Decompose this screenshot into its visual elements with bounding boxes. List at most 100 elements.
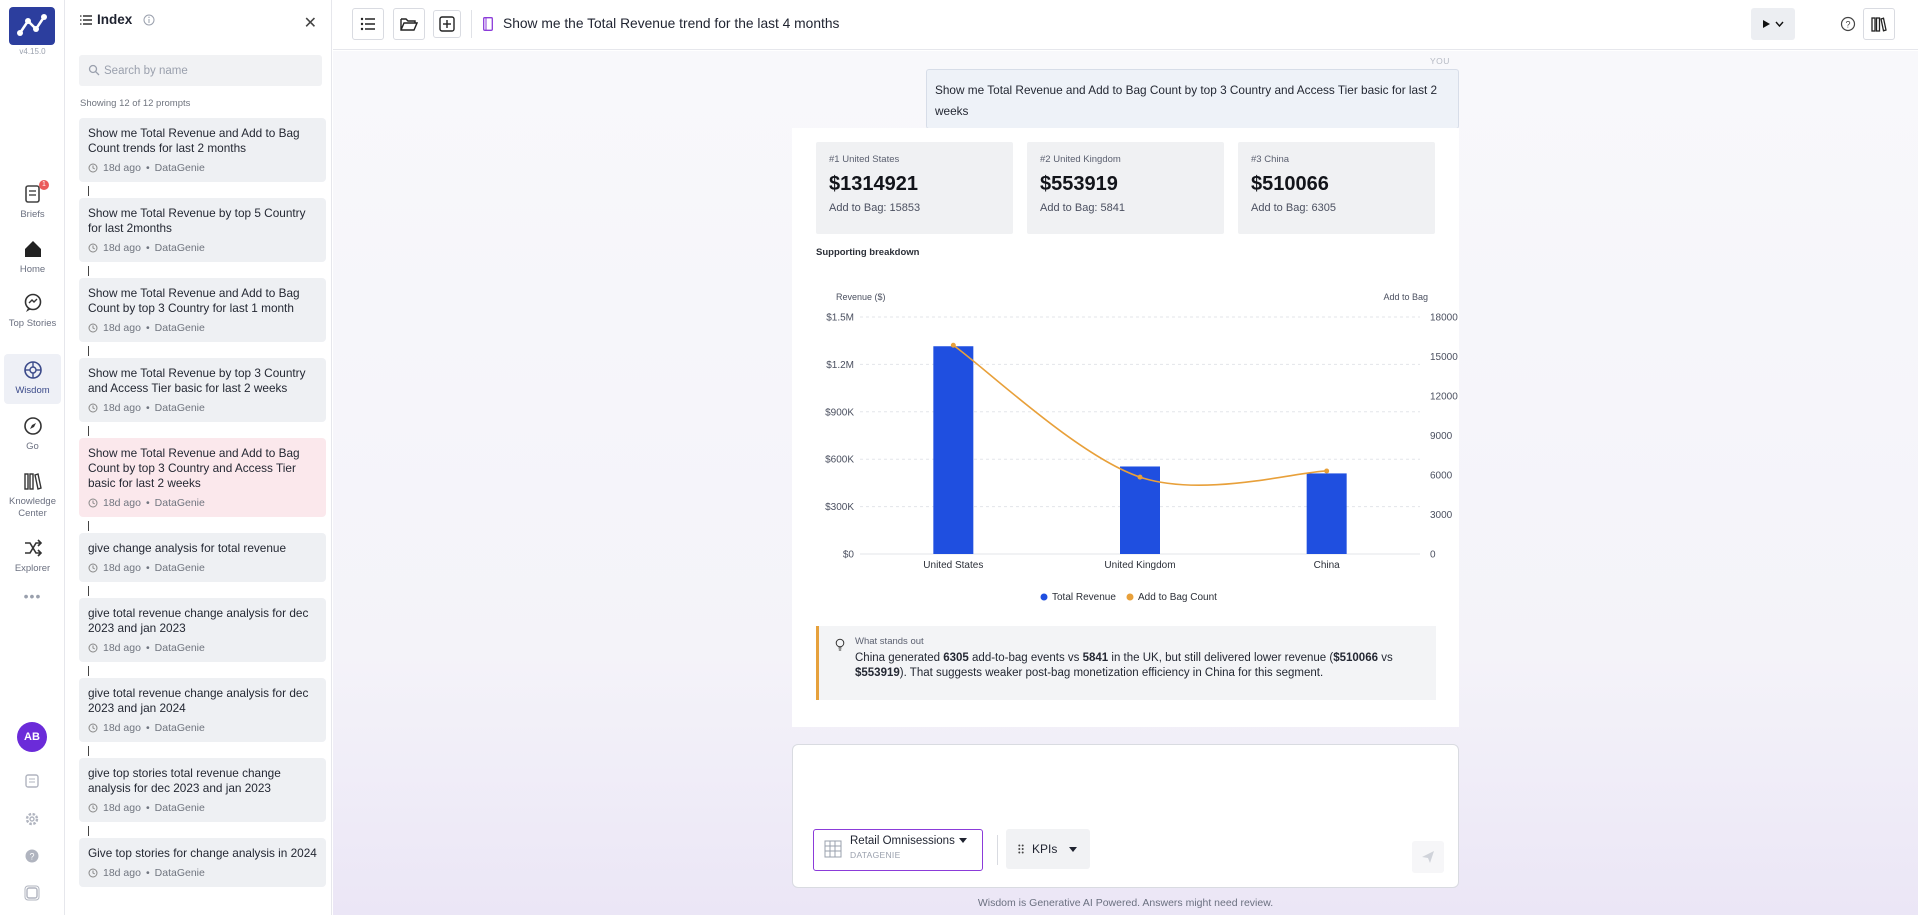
send-button[interactable]: [1412, 841, 1444, 873]
y2-tick-label: 12000: [1430, 392, 1458, 403]
meta-separator: •: [145, 562, 150, 574]
list-item[interactable]: give top stories total revenue change an…: [79, 758, 326, 836]
rail-item-knowledge-center[interactable]: Knowledge Center: [4, 470, 61, 520]
close-icon[interactable]: ✕: [303, 15, 317, 32]
history-icon: [88, 403, 98, 413]
avatar[interactable]: AB: [17, 722, 47, 752]
drag-handle-icon: [1018, 844, 1024, 854]
app-logo[interactable]: [9, 7, 55, 45]
list-icon: [80, 14, 92, 25]
prompt-source: DataGenie: [154, 497, 205, 509]
y2-tick-label: 18000: [1430, 313, 1458, 324]
list-item[interactable]: Show me Total Revenue and Add to Bag Cou…: [79, 118, 326, 196]
rail-item-explorer[interactable]: Explorer: [4, 537, 61, 575]
prompt-source: DataGenie: [154, 322, 205, 334]
rail-item-top-stories[interactable]: Top Stories: [4, 292, 61, 330]
insight-text: vs: [1378, 652, 1393, 664]
info-icon[interactable]: [143, 14, 155, 26]
send-icon: [1422, 851, 1434, 863]
frame-icon[interactable]: [24, 885, 40, 901]
prompt-meta: 18d ago • DataGenie: [88, 562, 317, 574]
prompt-source: DataGenie: [154, 162, 205, 174]
legend-marker: [1040, 593, 1048, 601]
insight-highlight: $553919: [855, 667, 900, 679]
prompt-age: 18d ago: [103, 402, 141, 414]
rail-item-label: Knowledge Center: [8, 496, 56, 519]
list-item[interactable]: give total revenue change analysis for d…: [79, 678, 326, 756]
more-icon[interactable]: •••: [23, 588, 42, 604]
prompt-text: Show me Total Revenue by top 3 Country a…: [88, 366, 306, 395]
prompt-age: 18d ago: [103, 562, 141, 574]
list-view-button[interactable]: [352, 8, 384, 40]
rail-item-label: Go: [26, 441, 39, 452]
list-item[interactable]: Give top stories for change analysis in …: [79, 838, 326, 887]
prompt-source: DataGenie: [154, 402, 205, 414]
list-item-selected[interactable]: Show me Total Revenue and Add to Bag Cou…: [79, 438, 326, 531]
x-tick-label: United States: [923, 560, 983, 571]
list-item[interactable]: Show me Total Revenue and Add to Bag Cou…: [79, 278, 326, 356]
revenue-addtobag-chart: Revenue ($) Add to Bag $0 $300K $600K $900K $1…: [825, 292, 1458, 603]
prompt-age: 18d ago: [103, 867, 141, 879]
lightbulb-icon: [835, 638, 845, 651]
caret-down-icon: [958, 838, 967, 844]
gear-icon[interactable]: [24, 811, 40, 827]
connector-line: [88, 826, 89, 836]
insight-box: What stands out China generated 6305 add…: [816, 626, 1436, 700]
list-item[interactable]: Show me Total Revenue by top 5 Country f…: [79, 198, 326, 276]
run-button[interactable]: [1751, 8, 1795, 40]
prompt-text: give change analysis for total revenue: [88, 541, 287, 555]
meta-separator: •: [145, 642, 150, 654]
search-icon: [88, 64, 100, 76]
rail-item-wisdom[interactable]: Wisdom: [4, 354, 61, 404]
datasource-select[interactable]: Retail Omnisessions DATAGENIE: [813, 829, 983, 871]
meta-separator: •: [145, 802, 150, 814]
kpi-rank: #2 United Kingdom: [1040, 154, 1121, 165]
wisdom-icon: [23, 361, 42, 379]
rail-item-label: Home: [19, 264, 46, 275]
library-button[interactable]: [1863, 8, 1895, 40]
insight-highlight: $510066: [1333, 652, 1378, 664]
briefs-badge: 1: [39, 180, 49, 190]
chat-help-icon[interactable]: ?: [24, 848, 40, 864]
datasource-name: Retail Omnisessions: [850, 835, 972, 847]
kpis-dropdown[interactable]: KPIs: [1006, 829, 1090, 869]
y-tick-label: $900K: [825, 407, 854, 418]
help-icon[interactable]: ?: [1840, 16, 1856, 32]
new-prompt-button[interactable]: [433, 10, 461, 38]
add-to-bag-point: [950, 342, 956, 348]
prompt-age: 18d ago: [103, 242, 141, 254]
list-item[interactable]: give total revenue change analysis for d…: [79, 598, 326, 676]
kpi-value: $1314921: [829, 173, 918, 195]
you-label: YOU: [1430, 56, 1450, 66]
kpi-sub: Add to Bag: 5841: [1040, 202, 1126, 214]
history-icon: [88, 643, 98, 653]
connector-line: [88, 521, 89, 531]
kpi-rank: #1 United States: [829, 154, 900, 165]
rail-item-briefs[interactable]: 1 Briefs: [4, 180, 61, 221]
list-item[interactable]: give change analysis for total revenue 1…: [79, 533, 326, 596]
page-title: Show me the Total Revenue trend for the …: [503, 16, 840, 31]
kpis-label: KPIs: [1032, 842, 1058, 856]
connector-line: [88, 346, 89, 356]
prompt-text: Give top stories for change analysis in …: [88, 846, 317, 860]
history-icon: [88, 563, 98, 573]
rail-item-go[interactable]: Go: [4, 415, 61, 453]
insight-highlight: 6305: [943, 652, 969, 664]
y-tick-label: $1.2M: [826, 360, 854, 371]
datasource-label: Retail Omnisessions: [850, 835, 955, 847]
search-input[interactable]: [79, 55, 322, 86]
rail-item-home[interactable]: Home: [4, 238, 61, 276]
briefs-icon: [24, 185, 40, 203]
open-folder-button[interactable]: [393, 8, 425, 40]
connector-line: [88, 746, 89, 756]
insight-highlight: 5841: [1082, 652, 1109, 664]
history-icon: [88, 723, 98, 733]
prompt-composer[interactable]: Retail Omnisessions DATAGENIE KPIs: [792, 744, 1459, 888]
document-icon[interactable]: [24, 773, 40, 789]
prompt-age: 18d ago: [103, 322, 141, 334]
prompt-source: DataGenie: [154, 242, 205, 254]
y-tick-label: $0: [843, 550, 855, 561]
list-item[interactable]: Show me Total Revenue by top 3 Country a…: [79, 358, 326, 436]
knowledge-icon: [23, 473, 42, 490]
legend-marker: [1126, 593, 1134, 601]
